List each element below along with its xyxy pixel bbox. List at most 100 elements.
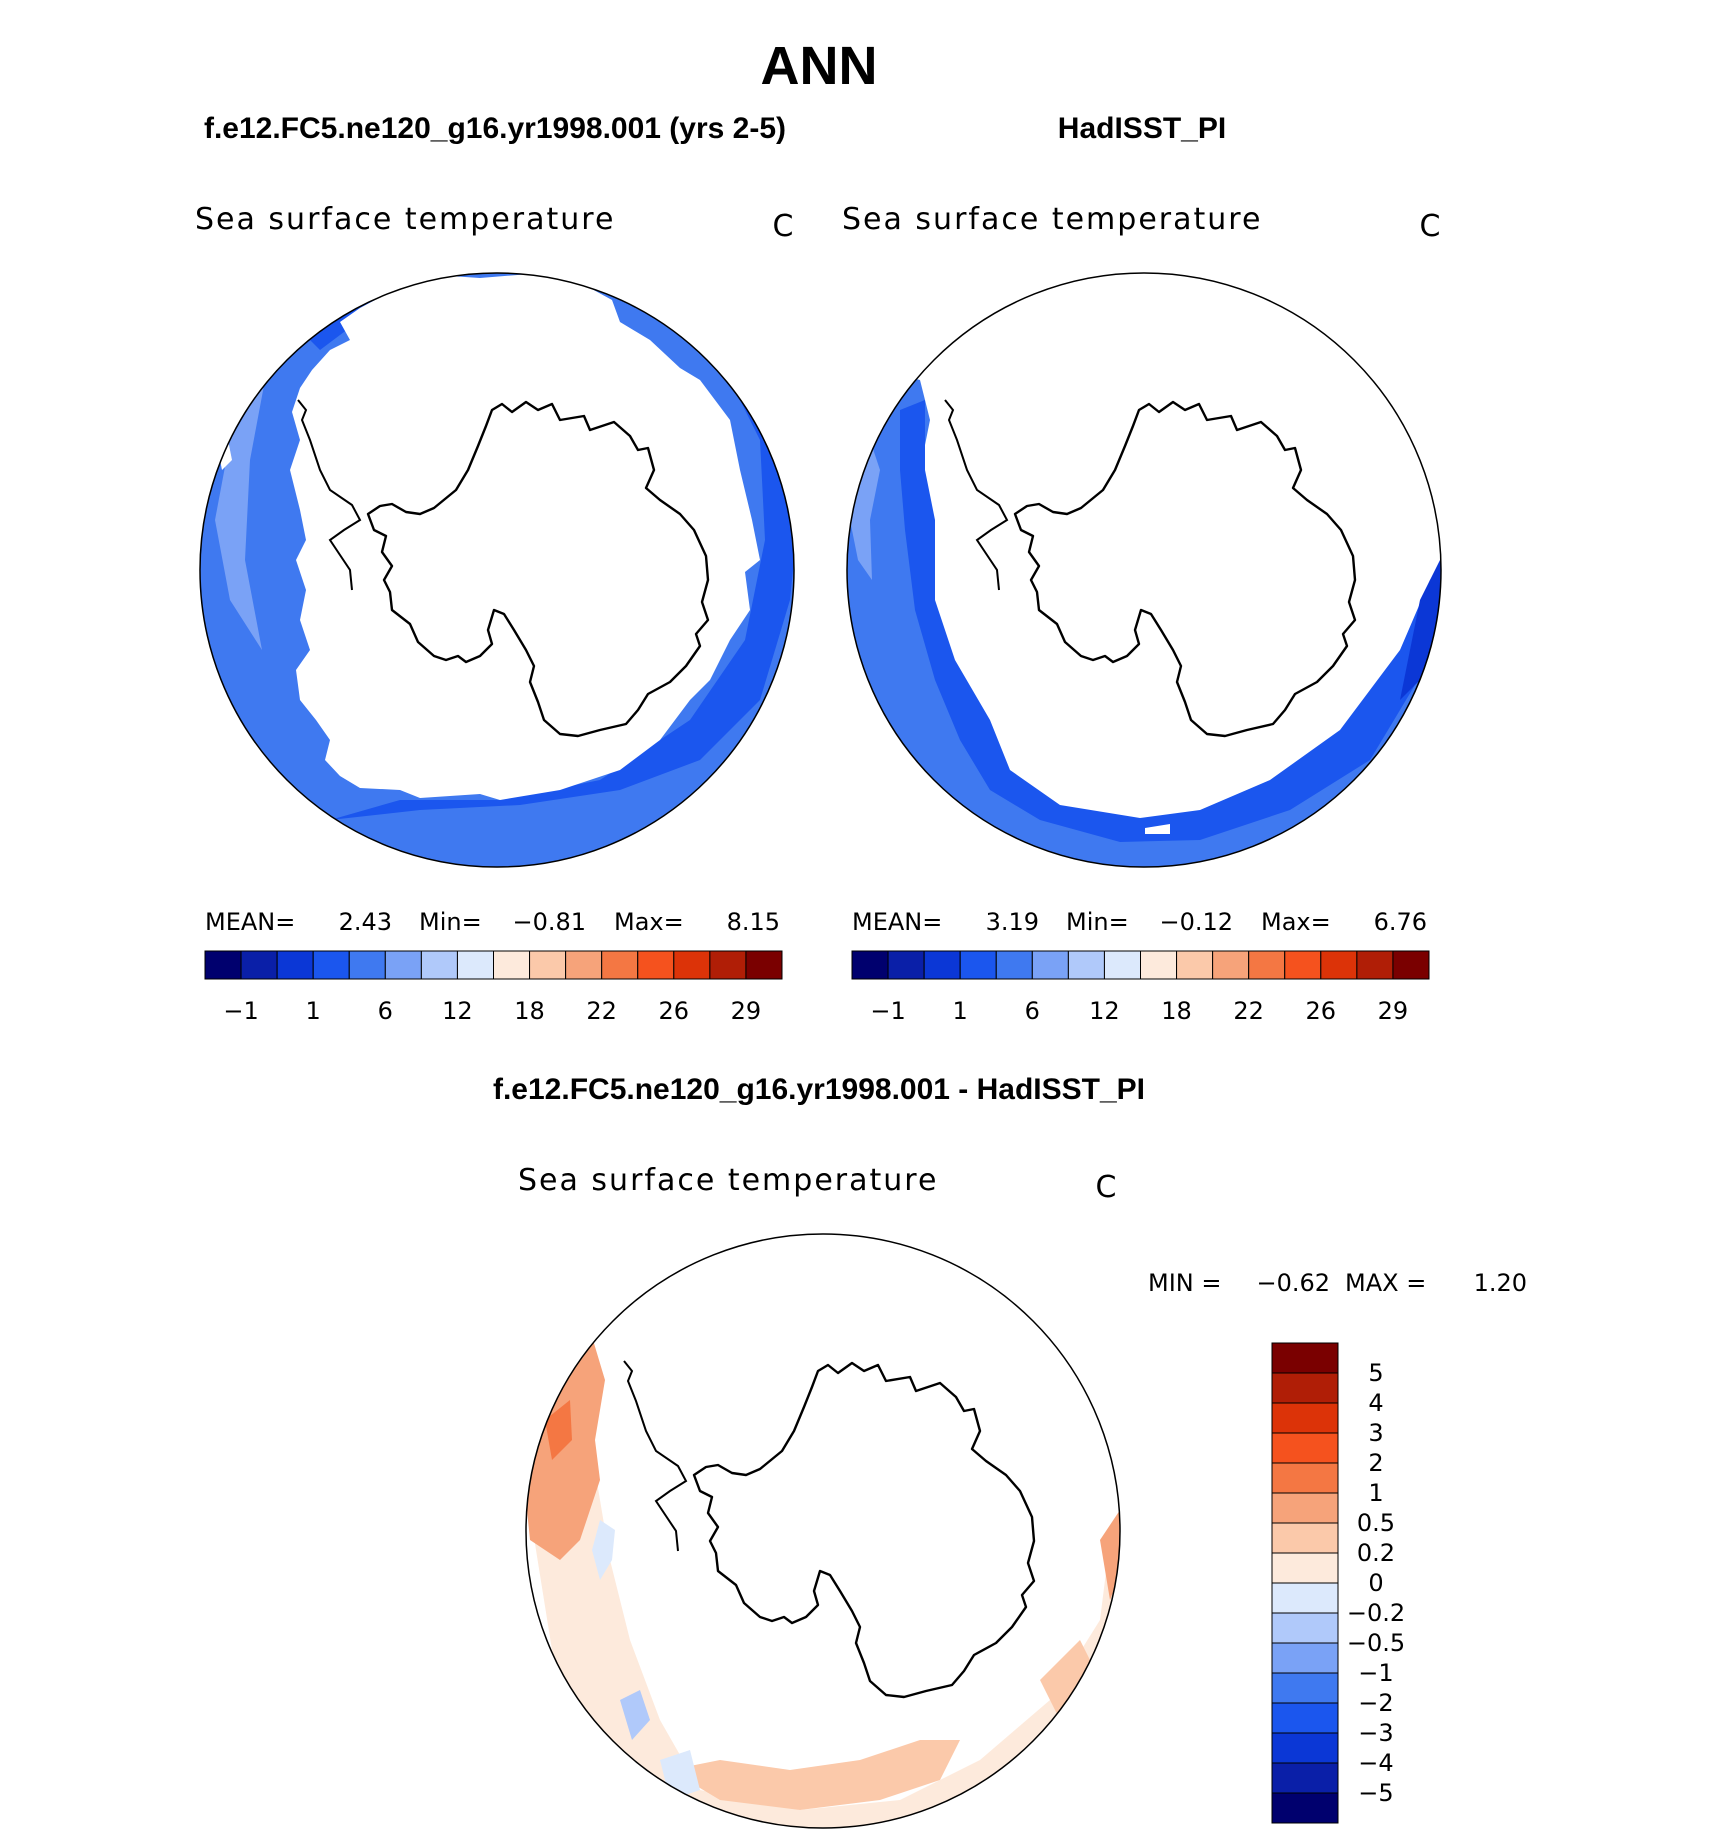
panel3-colorbar-tick-label: 2 [1368,1449,1383,1477]
panel2-min-label: Min= [1066,908,1129,936]
panel1-mean-label: MEAN= [205,908,295,936]
panel3-min-label: MIN = [1148,1269,1221,1297]
panel1-case-title: f.e12.FC5.ne120_g16.yr1998.001 (yrs 2-5) [204,112,786,145]
panel1-units-label: C [773,209,794,244]
panel1-colorbar-box [745,950,783,980]
panel2-colorbar [851,950,1430,980]
panel2-colorbar-box [1212,950,1250,980]
panel2-colorbar-box [1067,950,1105,980]
panel2-colorbar-box [1248,950,1286,980]
panel2-variable-label: Sea surface temperature [842,202,1262,237]
panel1-colorbar-tick-label: 6 [378,997,393,1025]
panel2-colorbar-box [959,950,997,980]
panel3-bottom-positive [670,1740,960,1810]
panel1-colorbar-tick-label: −1 [223,997,258,1025]
panel3: Sea surface temperature C MIN = −0.62 MA… [518,1163,1527,1829]
panel1-colorbar-tick-label: 1 [306,997,321,1025]
panel1-colorbar-box [637,950,675,980]
panel1-colorbar-box [204,950,242,980]
panel3-colorbar-tick-label: −2 [1358,1689,1393,1717]
panel3-colorbar-box [1271,1702,1339,1734]
panel2-colorbar-tick-label: 1 [953,997,968,1025]
panel3-units-label: C [1096,1170,1117,1205]
panel3-colorbar-box [1271,1372,1339,1404]
panel2-colorbar-tick-label: 6 [1025,997,1040,1025]
panel2-mean-label: MEAN= [852,908,942,936]
panel3-colorbar-box [1271,1642,1339,1674]
panel3-map [526,1234,1120,1828]
panel3-colorbar-tick-label: 0.5 [1357,1509,1395,1537]
panel1-colorbar-tick-label: 29 [731,997,762,1025]
panel1-colorbar-box [709,950,747,980]
panel2: Sea surface temperature C MEAN= 3.19 Min… [842,202,1442,1025]
panel1-colorbar-tick-label: 26 [659,997,690,1025]
panel3-colorbar-tick-label: −3 [1358,1719,1393,1747]
panel1-colorbar-tick-label: 22 [586,997,617,1025]
panel1-colorbar-box [276,950,314,980]
panel2-colorbar-box [1320,950,1358,980]
panel2-colorbar-box [1140,950,1178,980]
panel2-max-label: Max= [1261,908,1331,936]
panel2-units-label: C [1420,209,1441,244]
panel3-colorbar-box [1271,1582,1339,1614]
panel1-colorbar-box [240,950,278,980]
panel1-colorbar-box [348,950,386,980]
panel3-colorbar-tick-label: −1 [1358,1659,1393,1687]
panel3-colorbar-tick-label: 4 [1368,1389,1383,1417]
panel3-case-title: f.e12.FC5.ne120_g16.yr1998.001 - HadISST… [493,1073,1145,1106]
panel3-colorbar-box [1271,1612,1339,1644]
panel2-colorbar-tick-label: −1 [870,997,905,1025]
panel3-colorbar-box [1271,1552,1339,1584]
panel1-max-value: 8.15 [727,908,780,936]
panel3-colorbar-box [1271,1522,1339,1554]
panel3-colorbar-box [1271,1342,1339,1374]
panel1-colorbar [204,950,783,980]
panel1-colorbar-tick-label: 18 [514,997,545,1025]
panel1-min-label: Min= [419,908,482,936]
panel2-case-title: HadISST_PI [1058,112,1226,145]
panel2-colorbar-box [851,950,889,980]
panel2-colorbar-tick-label: 12 [1089,997,1120,1025]
panel3-colorbar-tick-label: −0.5 [1347,1629,1405,1657]
panel1-colorbar-box [673,950,711,980]
panel1-colorbar-box [493,950,531,980]
panel3-colorbar-tick-label: 0 [1368,1569,1383,1597]
panel3-colorbar-box [1271,1732,1339,1764]
panel1-min-value: −0.81 [512,908,586,936]
panel3-colorbar [1271,1342,1339,1824]
figure-title: ANN [761,36,878,96]
panel1-colorbar-box [529,950,567,980]
panel2-colorbar-labels: −1 1 6 12 18 22 26 29 [870,997,1408,1025]
panel2-colorbar-tick-label: 22 [1233,997,1264,1025]
panel1: Sea surface temperature C MEAN= 2.43 Min… [195,202,795,1025]
panel3-colorbar-tick-label: −5 [1358,1779,1393,1807]
panel1-variable-label: Sea surface temperature [195,202,615,237]
panel2-mean-value: 3.19 [986,908,1039,936]
panel2-colorbar-box [1103,950,1141,980]
panel1-colorbar-box [420,950,458,980]
panel2-colorbar-tick-label: 18 [1161,997,1192,1025]
panel1-colorbar-tick-label: 12 [442,997,473,1025]
panel3-colorbar-tick-label: −4 [1358,1749,1393,1777]
panel2-map [847,273,1441,867]
panel2-colorbar-tick-label: 26 [1306,997,1337,1025]
panel1-colorbar-box [312,950,350,980]
panel2-colorbar-box [1176,950,1214,980]
panel2-colorbar-box [1031,950,1069,980]
panel3-max-label: MAX = [1345,1269,1426,1297]
panel2-colorbar-box [995,950,1033,980]
panel3-colorbar-box [1271,1672,1339,1704]
panel1-sea-ice [290,274,760,800]
panel2-colorbar-box [923,950,961,980]
panel3-colorbar-box [1271,1462,1339,1494]
panel3-colorbar-box [1271,1402,1339,1434]
panel2-colorbar-tick-label: 29 [1378,997,1409,1025]
panel2-colorbar-box [887,950,925,980]
panel3-colorbar-tick-label: 0.2 [1357,1539,1395,1567]
panel1-colorbar-box [384,950,422,980]
panel3-colorbar-tick-label: 3 [1368,1419,1383,1447]
panel3-colorbar-box [1271,1432,1339,1464]
panel2-colorbar-box [1392,950,1430,980]
